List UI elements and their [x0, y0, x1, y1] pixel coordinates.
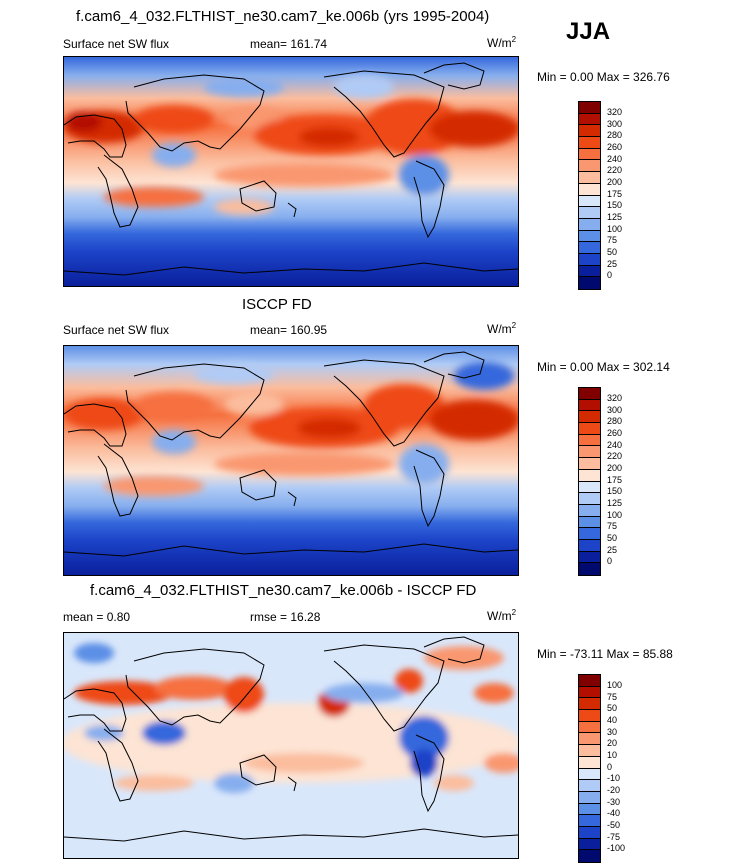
panel3-units: W/m2 [487, 608, 517, 623]
panel3-title: f.cam6_4_032.FLTHIST_ne30.cam7_ke.006b -… [90, 582, 477, 599]
panel3-tick: 75 [607, 692, 618, 702]
panel3-tick: 30 [607, 727, 618, 737]
panel3-tick: -50 [607, 820, 621, 830]
panel1-tick: 150 [607, 200, 623, 210]
panel1-map [63, 56, 519, 287]
panel1-tick: 25 [607, 259, 618, 269]
panel2-tick: 260 [607, 428, 623, 438]
panel3-mean-label: mean = 0.80 [63, 610, 131, 624]
panel2-tick: 240 [607, 440, 623, 450]
panel2-tick: 25 [607, 545, 618, 555]
panel2-tick: 125 [607, 498, 623, 508]
panel1-tick: 125 [607, 212, 623, 222]
panel1-map-svg [64, 57, 518, 286]
panel1-tick: 100 [607, 224, 623, 234]
panel3-tick: 20 [607, 738, 618, 748]
panel2-tick: 175 [607, 475, 623, 485]
panel2-minmax: Min = 0.00 Max = 302.14 [537, 360, 670, 374]
panel3-map-svg [64, 633, 518, 858]
panel1-tick: 220 [607, 165, 623, 175]
panel2-mean-label: mean= 160.95 [250, 323, 328, 337]
panel2-tick: 200 [607, 463, 623, 473]
panel3-map [63, 632, 519, 859]
panel1-tick: 0 [607, 270, 613, 280]
panel1-tick: 240 [607, 154, 623, 164]
panel2-units: W/m2 [487, 321, 517, 336]
panel2-tick: 100 [607, 510, 623, 520]
panel2-map [63, 345, 519, 576]
panel3-coastlines [64, 636, 518, 842]
panel1-colorbar [578, 101, 601, 290]
panel3-tick: -40 [607, 808, 621, 818]
panel1-tick: 320 [607, 107, 623, 117]
panel1-tick: 260 [607, 142, 623, 152]
panel2-title: ISCCP FD [242, 296, 312, 313]
panel1-tick: 280 [607, 130, 623, 140]
panel2-tick: 0 [607, 556, 613, 566]
panel3-tick: -10 [607, 773, 621, 783]
panel3-tick: -75 [607, 832, 621, 842]
panel1-mean-label: mean= 161.74 [250, 37, 328, 51]
panel2-tick: 50 [607, 533, 618, 543]
panel2-tick: 320 [607, 393, 623, 403]
panel1-title: f.cam6_4_032.FLTHIST_ne30.cam7_ke.006b (… [76, 8, 490, 25]
panel3-tick: 100 [607, 680, 623, 690]
panel3-tick: 50 [607, 703, 618, 713]
panel3-tick: 40 [607, 715, 618, 725]
panel3-colorbar [578, 674, 601, 863]
panel2-map-svg [64, 346, 518, 575]
panel2-tick: 220 [607, 451, 623, 461]
panel1-field-blobs [64, 75, 518, 215]
panel2-field-blobs [64, 362, 518, 496]
panel1-units: W/m2 [487, 35, 517, 50]
panel2-field-label: Surface net SW flux [63, 323, 170, 337]
panel2-colorbar [578, 387, 601, 576]
season-label: JJA [566, 18, 611, 45]
panel1-tick: 200 [607, 177, 623, 187]
panel2-tick: 75 [607, 521, 618, 531]
panel3-tick: 0 [607, 762, 613, 772]
panel1-tick: 50 [607, 247, 618, 257]
panel2-tick: 150 [607, 486, 623, 496]
panel1-coastlines [64, 62, 518, 276]
panel3-rmse-label: rmse = 16.28 [250, 610, 321, 624]
panel3-field-blobs [64, 643, 518, 793]
panel3-tick: 10 [607, 750, 618, 760]
panel1-tick: 75 [607, 235, 618, 245]
panel2-coastlines [64, 351, 518, 557]
panel1-tick: 175 [607, 189, 623, 199]
panel3-tick: -20 [607, 785, 621, 795]
panel1-tick: 300 [607, 119, 623, 129]
panel1-minmax: Min = 0.00 Max = 326.76 [537, 70, 670, 84]
panel1-field-label: Surface net SW flux [63, 37, 170, 51]
panel3-tick: -100 [607, 843, 626, 853]
panel2-tick: 280 [607, 416, 623, 426]
panel3-minmax: Min = -73.11 Max = 85.88 [537, 647, 673, 661]
panel2-tick: 300 [607, 405, 623, 415]
panel3-tick: -30 [607, 797, 621, 807]
